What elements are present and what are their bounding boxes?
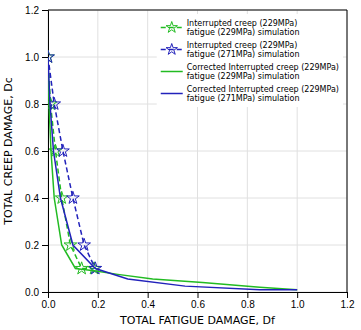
tick: 0.8 bbox=[25, 99, 48, 110]
legend-background bbox=[157, 14, 343, 107]
chart: 0.0 0.2 0.4 0.6 0.8 1.0 1.2 0.0 0.2 0.4 0.6 0.8 1.0 1… bbox=[0, 0, 361, 330]
legend-entry: Corrected Interrupted creep (229MPa)fati… bbox=[161, 63, 339, 82]
legend-entry: Interrupted creep (229MPa)fatigue (229MP… bbox=[161, 19, 300, 38]
grid-line-y bbox=[48, 245, 347, 246]
tick-mark bbox=[247, 292, 248, 298]
x-axis-line bbox=[49, 293, 348, 299]
tick: 0.8 bbox=[241, 292, 255, 310]
tick: 1.0 bbox=[291, 292, 305, 310]
tick-mark bbox=[42, 198, 48, 199]
tick-mark bbox=[347, 292, 348, 298]
legend-swatch bbox=[161, 93, 183, 95]
tick-mark bbox=[297, 292, 298, 298]
plot: 0.0 0.2 0.4 0.6 0.8 1.0 1.2 0.0 0.2 0.4 0.6 0.8 1.0 1… bbox=[25, 5, 355, 310]
tick-mark bbox=[42, 292, 48, 293]
tick-label: 0.8 bbox=[241, 299, 255, 310]
y-axis-line bbox=[42, 11, 49, 293]
tick-label: 0.4 bbox=[25, 193, 39, 204]
marker bbox=[78, 238, 91, 250]
tick: 1.0 bbox=[25, 52, 48, 63]
tick: 0.6 bbox=[191, 292, 205, 310]
tick: 0.2 bbox=[25, 240, 48, 251]
grid bbox=[48, 10, 347, 292]
tick-label: 1.2 bbox=[341, 299, 355, 310]
tick: 1.2 bbox=[25, 5, 48, 16]
grid-line-y bbox=[48, 198, 347, 199]
tick: 0.4 bbox=[141, 292, 155, 310]
legend-label: Interrupted creep (229MPa)fatigue (271MP… bbox=[187, 41, 300, 60]
tick-label: 0.0 bbox=[25, 287, 39, 298]
tick-mark bbox=[198, 292, 199, 298]
tick-label: 0.4 bbox=[141, 299, 155, 310]
legend-swatch bbox=[161, 71, 183, 73]
tick-label: 0.6 bbox=[25, 146, 39, 157]
tick: 0.2 bbox=[91, 292, 105, 310]
marker bbox=[57, 144, 70, 156]
legend-entry: Interrupted creep (229MPa)fatigue (271MP… bbox=[161, 41, 300, 60]
legend-entry: Corrected Interrupted creep (229MPa)fati… bbox=[161, 85, 339, 104]
tick-label: 0.8 bbox=[25, 99, 39, 110]
tick-label: 0.2 bbox=[25, 240, 39, 251]
tick: 0.0 bbox=[25, 287, 48, 298]
marker bbox=[67, 191, 80, 203]
marker bbox=[64, 238, 77, 250]
tick-mark bbox=[98, 292, 99, 298]
tick-label: 0.6 bbox=[191, 299, 205, 310]
tick-mark bbox=[42, 104, 48, 105]
frame bbox=[347, 10, 348, 292]
marker bbox=[75, 262, 88, 274]
legend: Interrupted creep (229MPa)fatigue (229MP… bbox=[157, 14, 343, 107]
legend-label: Corrected Interrupted creep (229MPa)fati… bbox=[187, 85, 339, 104]
tick-mark bbox=[148, 292, 149, 298]
frame bbox=[48, 10, 347, 11]
y-axis: 0.0 0.2 0.4 0.6 0.8 1.0 1.2 bbox=[25, 5, 48, 298]
legend-marker bbox=[166, 22, 177, 33]
grid-line-x bbox=[347, 10, 348, 292]
tick-label: 0.2 bbox=[91, 299, 105, 310]
y-axis-title: TOTAL CREEP DAMAGE, Dc bbox=[2, 77, 15, 225]
marker bbox=[48, 50, 54, 62]
tick: 0.4 bbox=[25, 193, 48, 204]
tick-mark bbox=[42, 10, 48, 11]
marker bbox=[48, 50, 54, 62]
x-axis-title: TOTAL FATIGUE DAMAGE, Df bbox=[119, 314, 276, 327]
legend-swatch bbox=[161, 49, 183, 51]
legend-marker bbox=[166, 44, 177, 55]
tick-label: 0.0 bbox=[42, 299, 56, 310]
tick-label: 1.0 bbox=[25, 52, 39, 63]
legend-swatch bbox=[161, 27, 183, 29]
tick-label: 1.2 bbox=[25, 5, 39, 16]
legend-label: Interrupted creep (229MPa)fatigue (229MP… bbox=[187, 19, 300, 38]
tick: 0.6 bbox=[25, 146, 48, 157]
grid-line-y bbox=[48, 151, 347, 152]
x-axis: 0.0 0.2 0.4 0.6 0.8 1.0 1.2 bbox=[42, 292, 355, 310]
grid-line-y bbox=[48, 10, 347, 11]
tick-mark bbox=[42, 245, 48, 246]
tick-label: 1.0 bbox=[291, 299, 305, 310]
tick: 1.2 bbox=[341, 292, 355, 310]
tick-mark bbox=[42, 151, 48, 152]
tick-mark bbox=[42, 57, 48, 58]
legend-label: Corrected Interrupted creep (229MPa)fati… bbox=[187, 63, 339, 82]
tick: 0.0 bbox=[42, 292, 56, 310]
